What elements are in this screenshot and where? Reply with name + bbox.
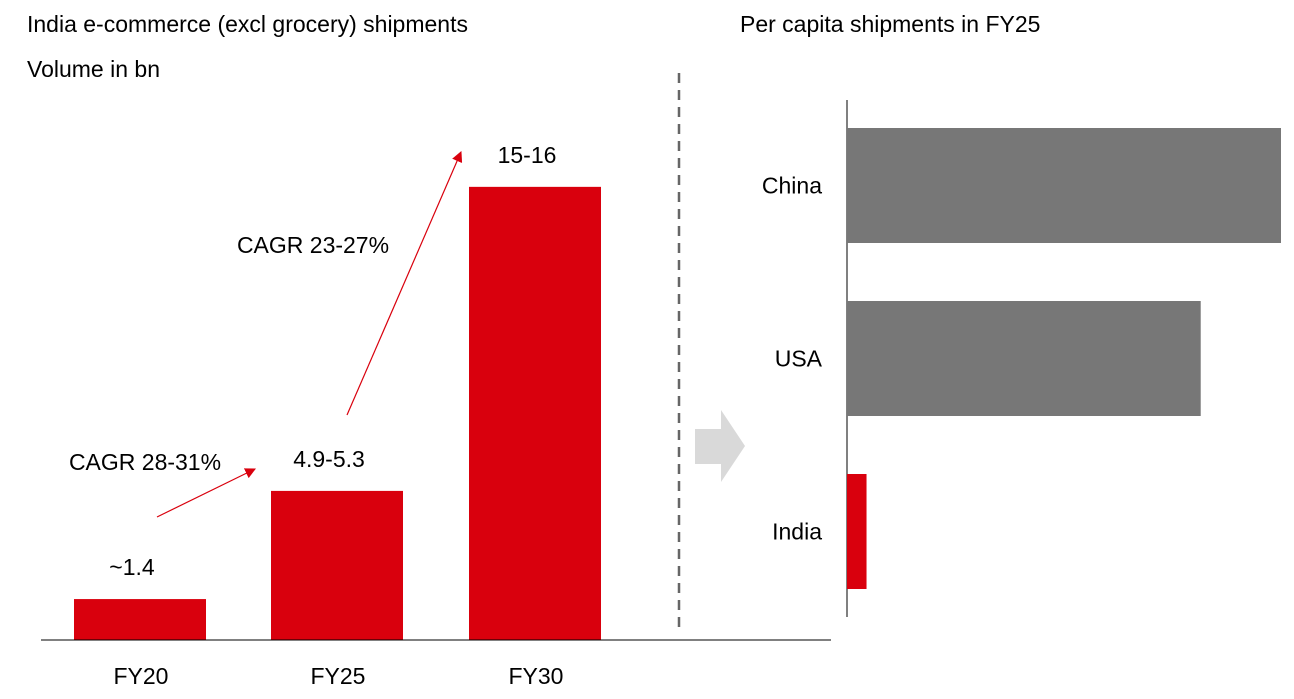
bar-fy30 bbox=[469, 186, 601, 640]
cagr-arrow-1 bbox=[156, 468, 256, 518]
y-tick-india: India bbox=[772, 519, 822, 545]
left-chart-title: India e-commerce (excl grocery) shipment… bbox=[27, 11, 468, 37]
cagr-arrow-2 bbox=[346, 151, 463, 416]
left-chart-subtitle: Volume in bn bbox=[27, 56, 160, 82]
left-tick-labels: FY20 FY25 FY30 bbox=[114, 663, 564, 689]
value-label-fy30: 15-16 bbox=[498, 142, 557, 168]
hbar-india bbox=[847, 474, 867, 589]
right-chart-title: Per capita shipments in FY25 bbox=[740, 11, 1040, 37]
transition-arrow-icon bbox=[695, 410, 745, 482]
hbar-china bbox=[847, 128, 1281, 243]
hbar-usa bbox=[847, 301, 1201, 416]
x-tick-fy30: FY30 bbox=[509, 663, 564, 689]
bar-fy25 bbox=[271, 490, 403, 640]
left-bars bbox=[74, 186, 601, 640]
value-label-fy20: ~1.4 bbox=[109, 554, 155, 580]
cagr-label-1: CAGR 28-31% bbox=[69, 449, 221, 475]
x-tick-fy20: FY20 bbox=[114, 663, 169, 689]
cagr-label-2: CAGR 23-27% bbox=[237, 232, 389, 258]
bar-fy20 bbox=[74, 599, 206, 640]
value-label-fy25: 4.9-5.3 bbox=[293, 446, 365, 472]
right-tick-labels: China USA India bbox=[762, 173, 823, 545]
y-tick-usa: USA bbox=[775, 346, 823, 372]
right-bars bbox=[847, 128, 1281, 589]
y-tick-china: China bbox=[762, 173, 822, 199]
left-value-labels: ~1.4 4.9-5.3 15-16 bbox=[109, 142, 556, 580]
x-tick-fy25: FY25 bbox=[311, 663, 366, 689]
